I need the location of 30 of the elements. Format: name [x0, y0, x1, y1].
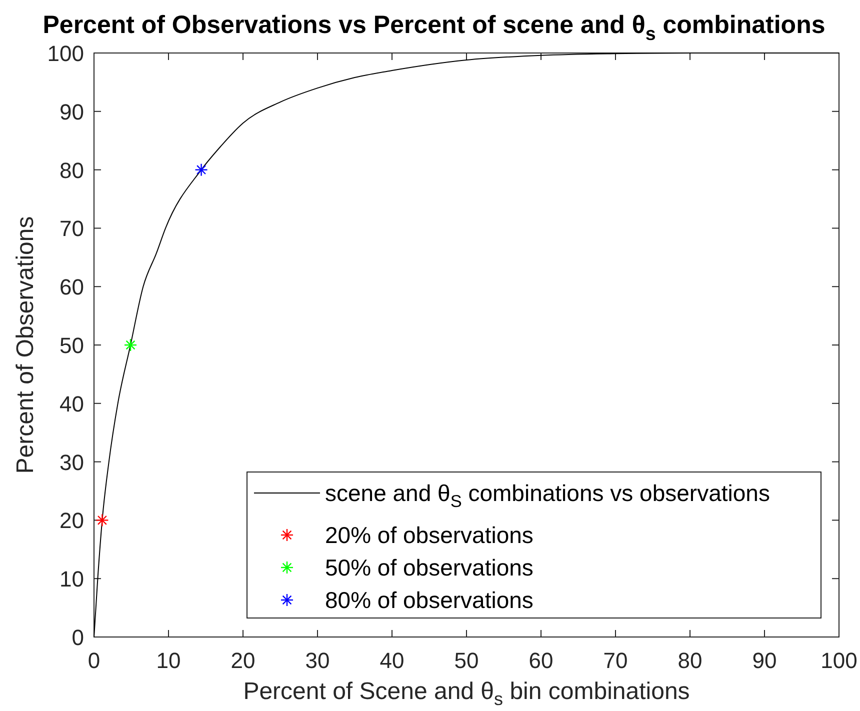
x-tick-label: 0 [88, 648, 100, 673]
legend-label: 20% of observations [325, 522, 534, 548]
y-tick-label: 10 [60, 566, 84, 592]
y-tick-label: 90 [60, 99, 84, 124]
x-tick-label: 100 [820, 648, 858, 673]
x-tick-label: 20 [230, 648, 256, 673]
y-tick-label: 40 [60, 391, 84, 416]
y-tick-label: 50 [60, 333, 84, 358]
x-tick-label: 10 [156, 648, 181, 673]
y-tick-label: 70 [60, 216, 84, 242]
line-series [94, 52, 840, 638]
legend-label: 50% of observations [325, 554, 534, 580]
x-tick-label: 80 [678, 648, 702, 673]
x-tick-label: 90 [752, 648, 777, 673]
x-tick-label: 30 [305, 648, 330, 673]
y-tick-label: 80 [60, 158, 84, 183]
legend-label: scene and θ$_{S}$ combinations vs observations [325, 480, 770, 511]
y-tick-label: 100 [47, 41, 84, 66]
y-axis-title: Percent of Observations [12, 216, 39, 474]
y-tick-label: 20 [60, 508, 84, 534]
legend-label: 80% of observations [325, 587, 534, 613]
y-tick-label: 60 [60, 274, 84, 300]
x-tick-label: 50 [454, 648, 479, 673]
x-tick-label: 40 [380, 648, 404, 673]
y-tick-label: 0 [72, 625, 84, 650]
x-tick-label: 60 [528, 648, 554, 673]
x-tick-label: 70 [603, 648, 628, 673]
x-axis-title: Percent of Scene and θ$_{s}$ bin combinations [243, 678, 690, 710]
y-tick-label: 30 [60, 450, 84, 475]
chart-title: Percent of Observations vs Percent of scene and θ$_{s}$ combinations [42, 11, 826, 44]
